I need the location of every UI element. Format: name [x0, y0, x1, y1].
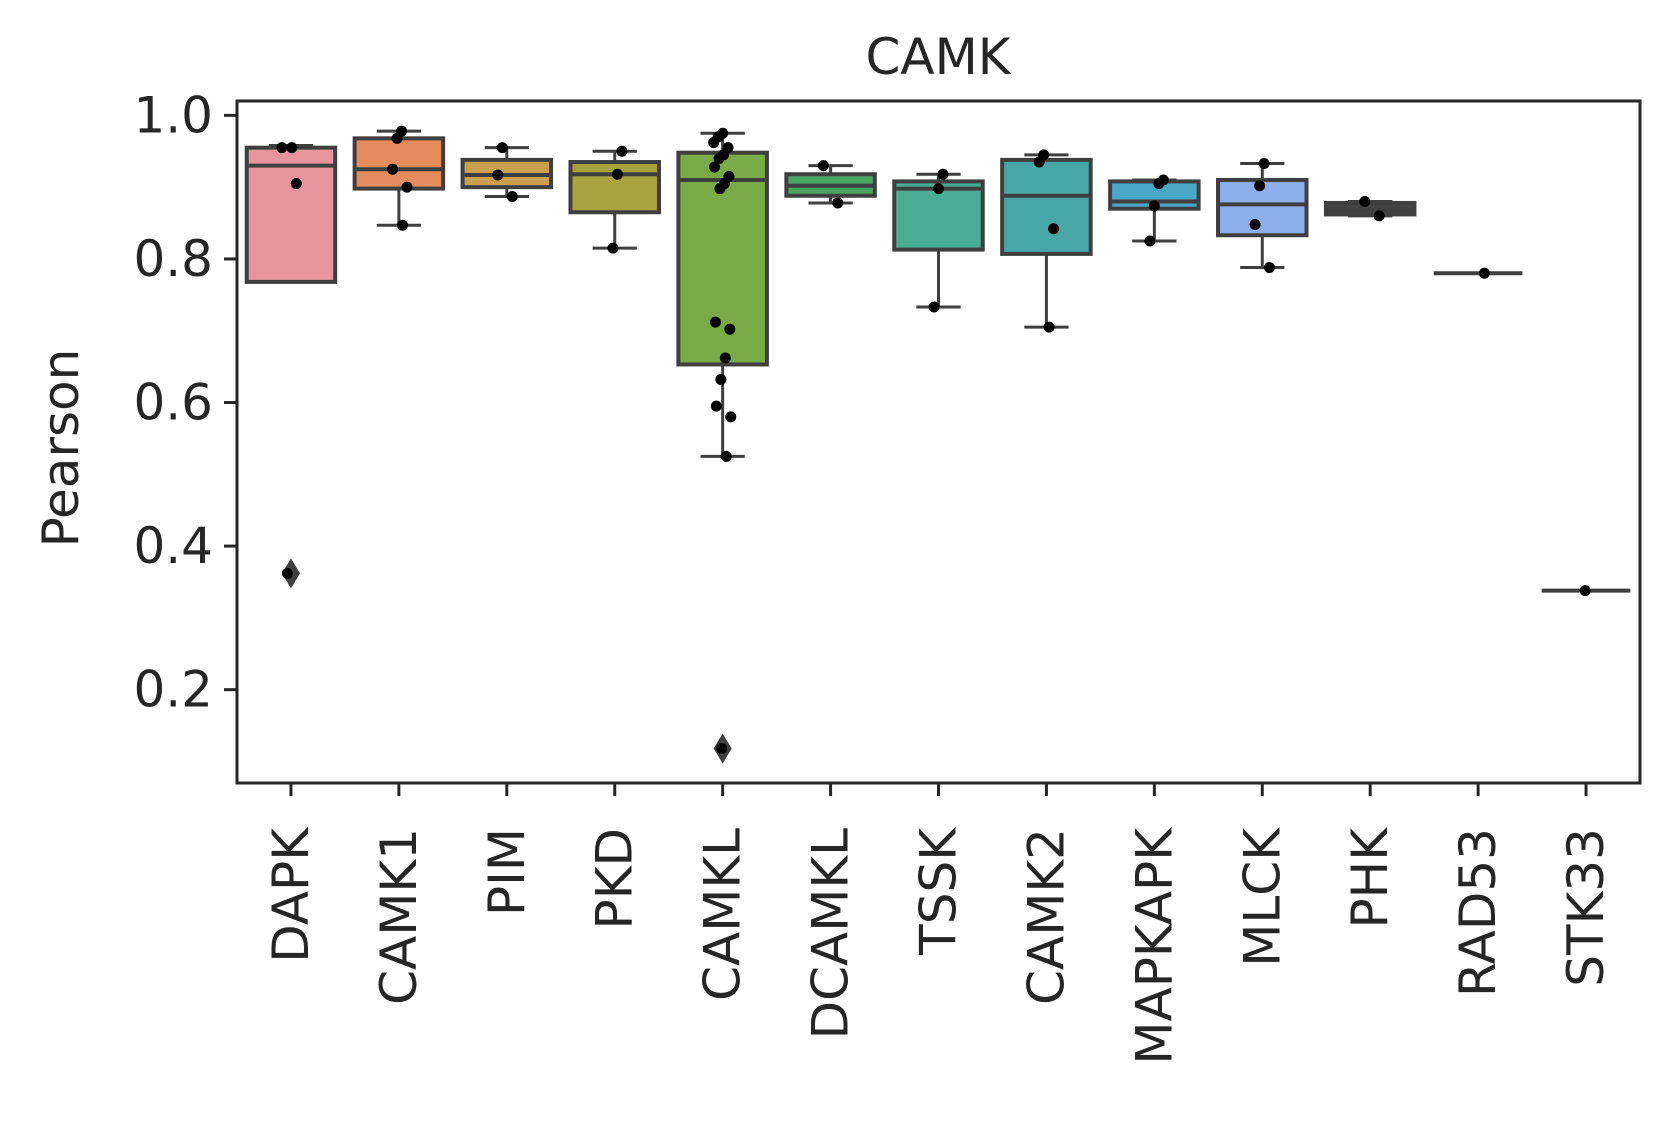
- data-point: [1579, 585, 1591, 597]
- data-point: [710, 400, 722, 412]
- data-point: [713, 152, 725, 164]
- y-tick-label: 0.6: [133, 374, 213, 432]
- y-tick-label: 0.2: [133, 661, 213, 719]
- data-point: [1048, 223, 1060, 235]
- data-point: [725, 411, 737, 423]
- box-mapkapk: [1108, 174, 1201, 247]
- data-point: [1249, 218, 1261, 230]
- box-rad53: [1433, 267, 1523, 279]
- data-point: [1373, 210, 1385, 222]
- data-point: [714, 183, 726, 195]
- data-point: [286, 142, 298, 154]
- box-stk33: [1541, 585, 1631, 597]
- plot-frame: [235, 99, 1642, 785]
- data-point: [396, 219, 408, 231]
- data-point: [817, 160, 829, 172]
- box-mlck: [1216, 157, 1309, 274]
- data-point: [391, 132, 403, 144]
- box-dcamkl: [784, 160, 877, 209]
- x-tick-label: PHK: [1341, 827, 1399, 929]
- box-body: [1216, 177, 1309, 238]
- data-point: [1144, 235, 1156, 247]
- y-axis-label: Pearson: [32, 349, 90, 548]
- data-point: [281, 567, 293, 579]
- x-tick-label: DAPK: [262, 827, 320, 963]
- data-point: [832, 197, 844, 209]
- data-point: [1359, 196, 1371, 208]
- box-body: [1000, 157, 1093, 256]
- data-point: [1148, 200, 1160, 212]
- data-point: [719, 352, 731, 364]
- data-point: [720, 450, 732, 462]
- data-point: [616, 145, 628, 157]
- x-tick-label: MLCK: [1233, 827, 1291, 967]
- data-point: [1263, 262, 1275, 274]
- data-point: [496, 142, 508, 154]
- data-point: [716, 743, 728, 755]
- data-point: [387, 163, 399, 175]
- y-axis: 0.2 0.4 0.6 0.8 1.0: [133, 86, 237, 719]
- box-dapk: [244, 142, 338, 589]
- box-body: [244, 145, 338, 284]
- data-point: [401, 181, 413, 193]
- x-axis: DAPK CAMK1 PIM PKD CAMKL DCAMKL TSSK CAMK2 MAPKA…: [262, 783, 1615, 1065]
- data-point: [607, 242, 619, 254]
- data-point: [1153, 178, 1165, 190]
- boxes-layer: [244, 125, 1631, 764]
- data-point: [276, 142, 288, 154]
- data-point: [492, 169, 504, 181]
- data-point: [933, 183, 944, 195]
- x-tick-label: DCAMKL: [802, 828, 860, 1040]
- x-tick-label: CAMK1: [370, 828, 428, 1005]
- box-body: [352, 136, 446, 191]
- data-point: [928, 301, 940, 313]
- x-tick-label: PKD: [586, 828, 644, 929]
- x-tick-label: TSSK: [910, 827, 968, 956]
- x-tick-label: RAD53: [1449, 828, 1507, 997]
- data-point: [1043, 321, 1055, 333]
- data-point: [506, 190, 518, 202]
- box-phk: [1323, 196, 1417, 222]
- x-tick-label: MAPKAPK: [1125, 827, 1183, 1065]
- box-camkl: [676, 127, 769, 764]
- x-tick-label: STK33: [1557, 828, 1615, 987]
- data-point: [290, 178, 302, 190]
- box-camk1: [352, 125, 446, 231]
- box-camk2: [1000, 149, 1093, 333]
- data-point: [709, 161, 721, 173]
- chart-title: CAMK: [865, 28, 1011, 86]
- box-pkd: [568, 145, 661, 254]
- data-point: [1254, 180, 1266, 192]
- data-point: [715, 374, 727, 386]
- box-pim: [460, 142, 554, 202]
- y-tick-label: 1.0: [133, 86, 213, 144]
- y-tick-label: 0.8: [133, 230, 213, 288]
- data-point: [1033, 156, 1045, 168]
- y-tick-label: 0.4: [133, 517, 213, 575]
- data-point: [937, 168, 949, 180]
- box-tssk: [892, 168, 985, 313]
- x-tick-label: CAMK2: [1017, 828, 1075, 1005]
- data-point: [708, 137, 720, 149]
- data-point: [1478, 267, 1490, 279]
- data-point: [611, 168, 623, 180]
- data-point: [1258, 157, 1270, 169]
- x-tick-label: PIM: [478, 828, 536, 916]
- data-point: [709, 316, 721, 328]
- data-point: [724, 323, 736, 335]
- x-tick-label: CAMKL: [694, 828, 752, 1001]
